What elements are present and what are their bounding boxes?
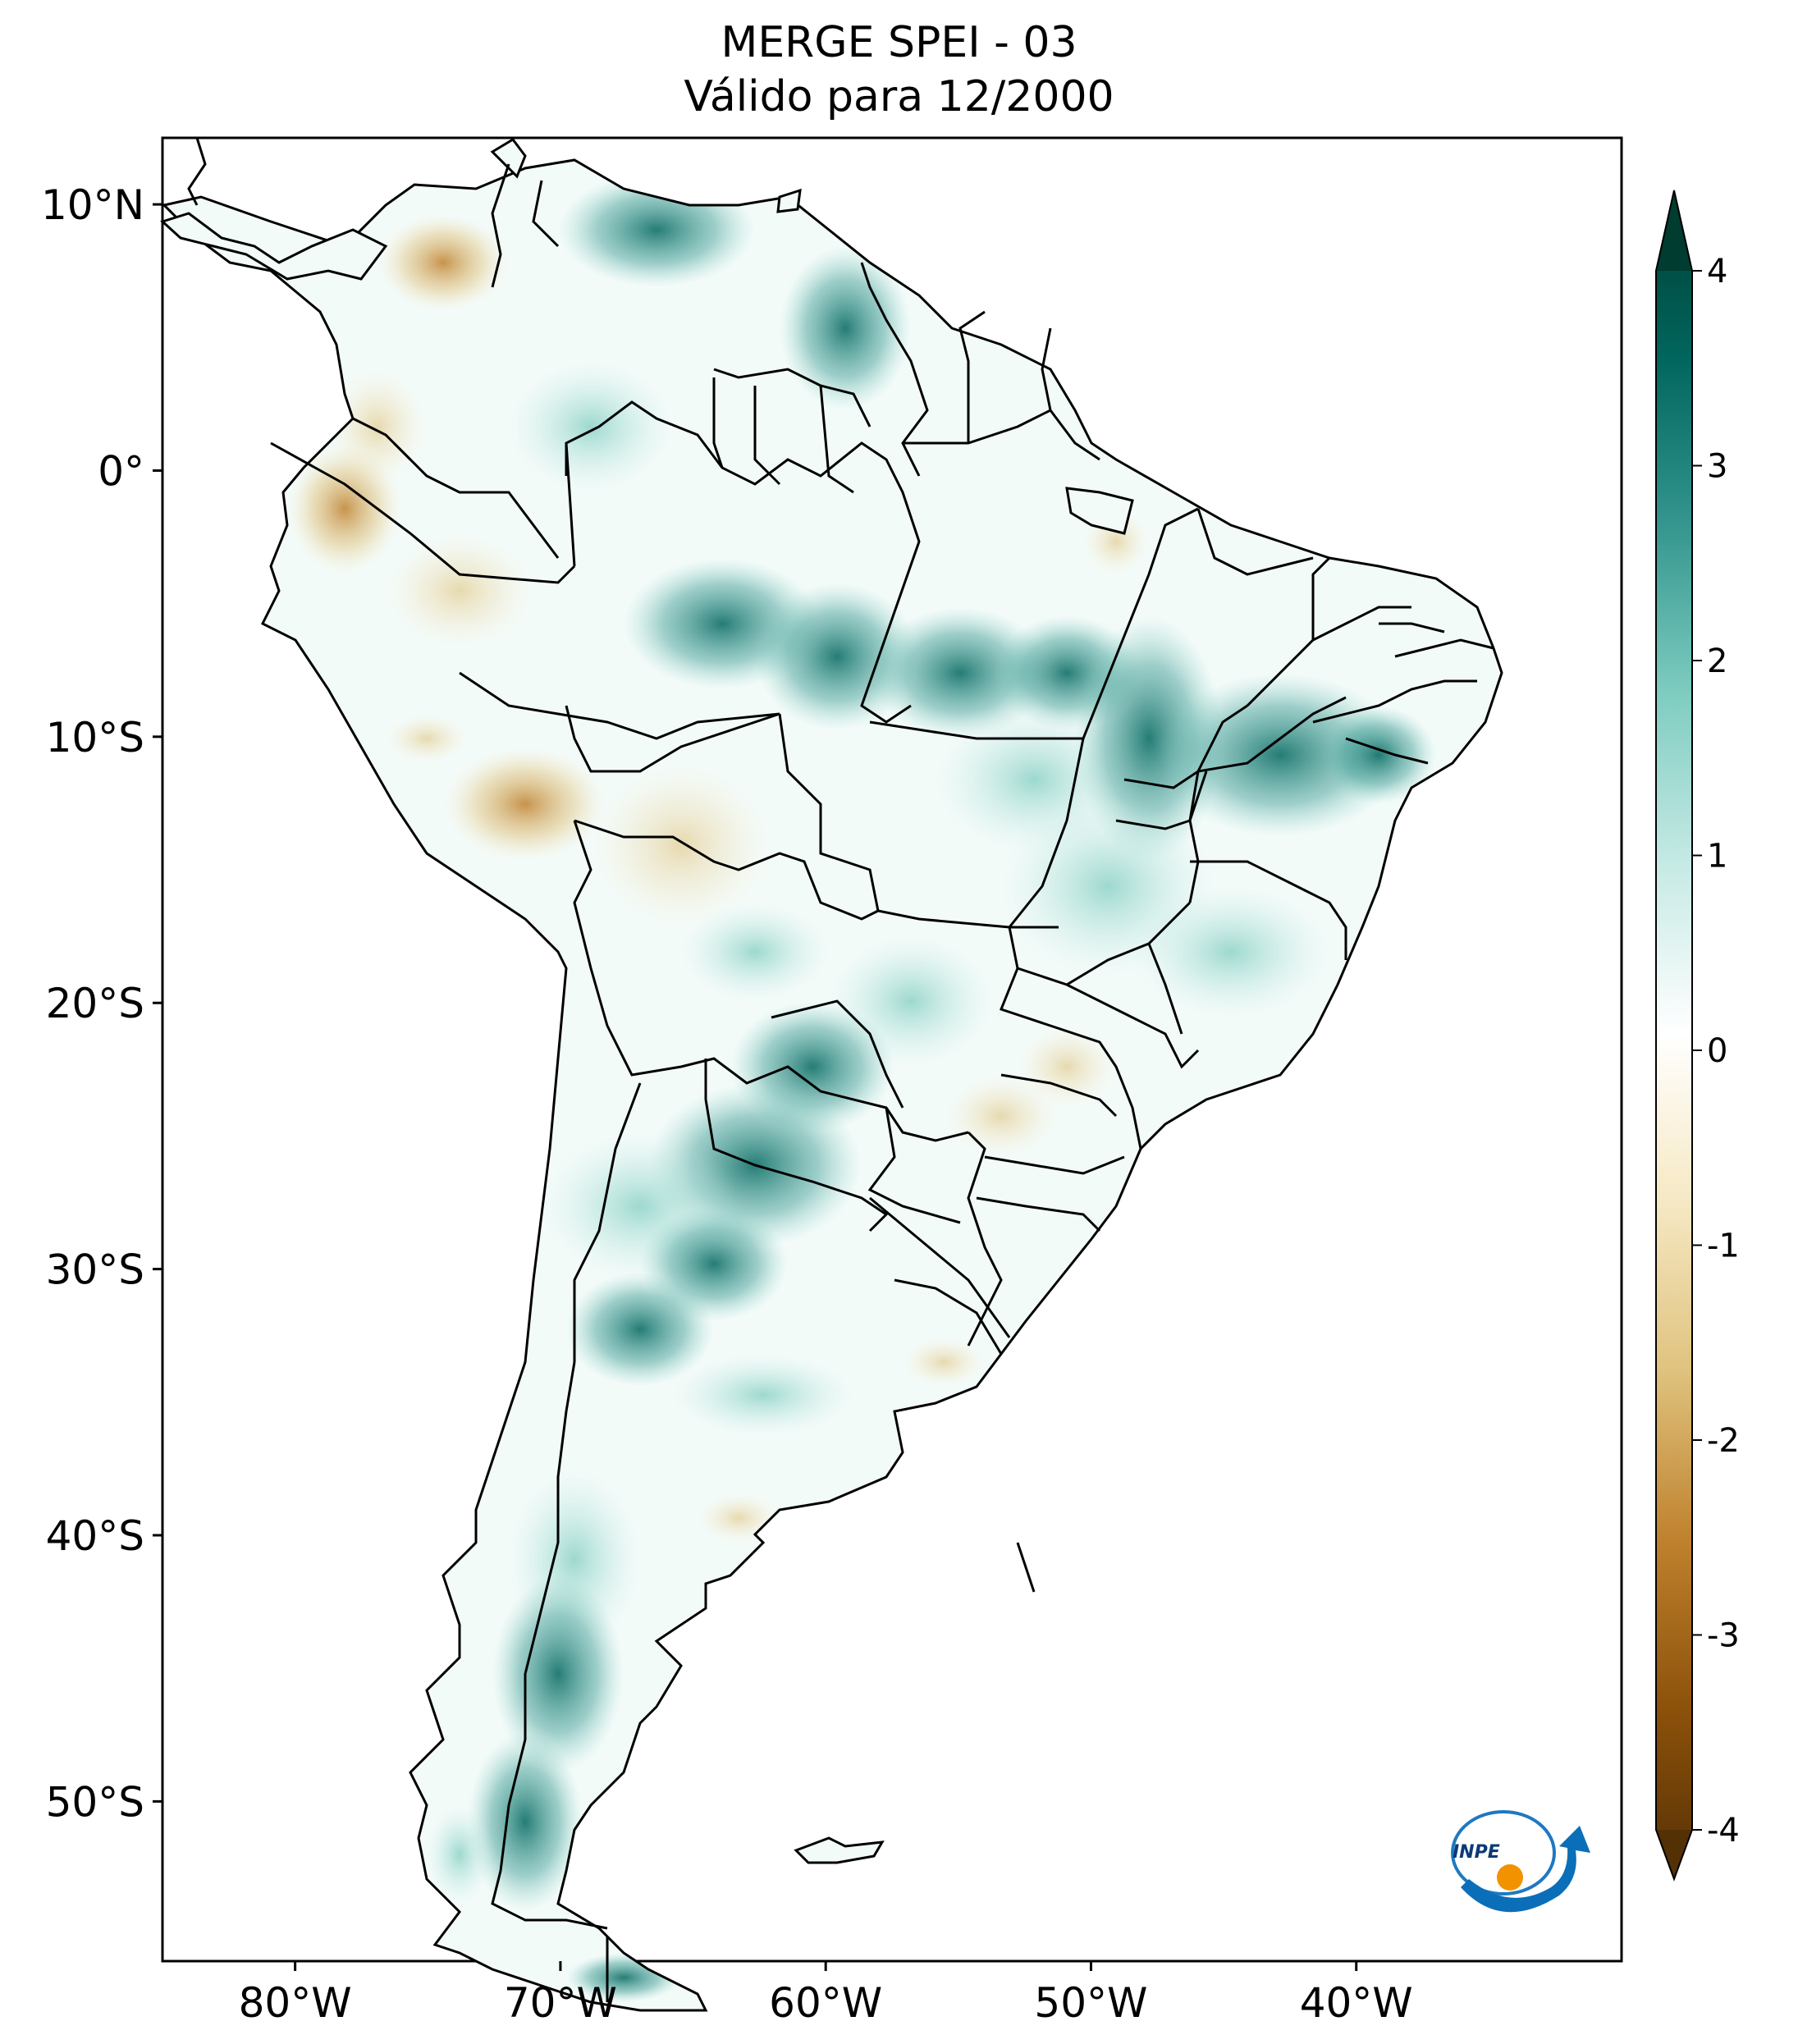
colorbar-tick-label: -2 [1707, 1422, 1740, 1460]
lat-tick-label: 10°N [41, 181, 144, 229]
latitude-axis: 10°N 0° 10°S 20°S 30°S 40°S 50°S [41, 181, 162, 1826]
lon-tick-label: 60°W [769, 1979, 882, 2027]
lat-tick-label: 30°S [46, 1246, 144, 1294]
colorbar-ticks: 4 3 2 1 0 -1 -2 -3 -4 [1692, 253, 1740, 1850]
lat-tick-label: 0° [98, 447, 144, 495]
colorbar-tick-label: 4 [1707, 253, 1727, 290]
colorbar-tick-label: -1 [1707, 1228, 1740, 1265]
coastlines-north [160, 137, 1134, 1864]
colorbar-tick-label: 0 [1707, 1032, 1727, 1070]
lat-tick-label: 50°S [46, 1778, 144, 1826]
colorbar-tick-label: 1 [1707, 838, 1727, 876]
map-title: MERGE SPEI - 03 [721, 18, 1077, 67]
inpe-logo: INPE [1451, 1810, 1590, 1913]
colorbar-bottom-extend [1656, 1830, 1692, 1879]
lat-tick-label: 20°S [46, 980, 144, 1027]
longitude-axis: 80°W 70°W 60°W 50°W 40°W [239, 1961, 1413, 2027]
map-subtitle: Válido para 12/2000 [684, 72, 1114, 121]
lon-tick-label: 80°W [239, 1979, 352, 2027]
colorbar-tick-label: -4 [1707, 1812, 1740, 1850]
lon-tick-label: 70°W [504, 1979, 617, 2027]
colorbar-tick-label: -3 [1707, 1617, 1740, 1655]
colorbar-tick-label: 3 [1707, 448, 1727, 486]
lon-tick-label: 40°W [1300, 1979, 1413, 2027]
colorbar-body [1656, 190, 1692, 1879]
colorbar-tick-label: 2 [1707, 642, 1727, 680]
lon-tick-label: 50°W [1034, 1979, 1147, 2027]
lat-tick-label: 40°S [46, 1512, 144, 1560]
political-borders [270, 163, 1494, 2002]
colorbar-top-extend [1656, 190, 1692, 271]
lat-tick-label: 10°S [46, 714, 144, 761]
colorbar: 4 3 2 1 0 -1 -2 -3 -4 [1655, 190, 1740, 1882]
inpe-logo-text: INPE [1453, 1842, 1500, 1863]
